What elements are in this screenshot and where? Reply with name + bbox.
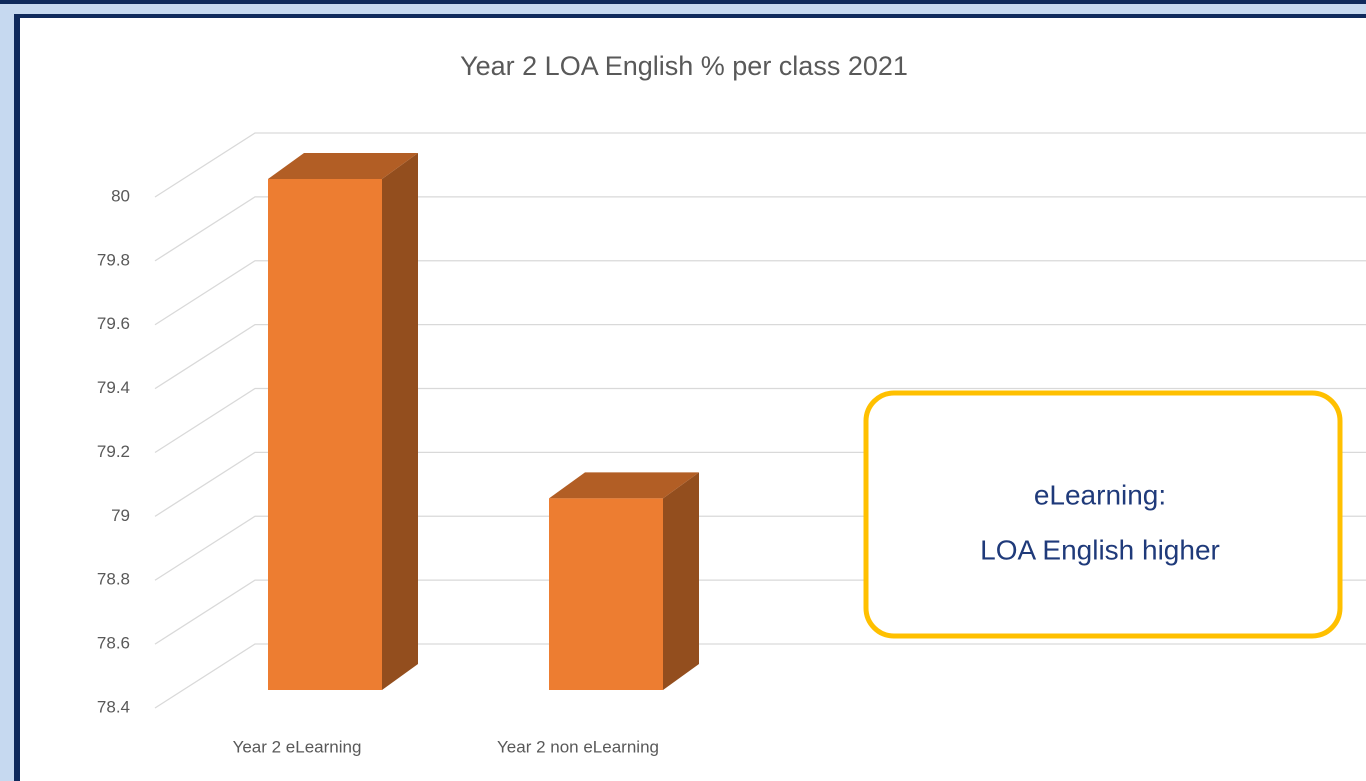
y-tick-label: 79.6 [97,314,130,333]
y-tick-label: 78.8 [97,570,130,589]
y-tick-label: 78.6 [97,634,130,653]
y-tick-label: 80 [111,186,130,205]
grid-line [154,132,1366,198]
bar [268,153,418,690]
y-tick-label: 79.4 [97,378,130,397]
top-border [0,0,1366,4]
grid-line [154,643,1366,709]
bar-top [549,472,699,499]
grid-line [154,260,1366,326]
x-tick-label: Year 2 eLearning [233,737,362,756]
plot: 78.4 78.6 78.8 79 79.2 79.4 79.6 79.8 80 Year 2 e… [97,132,1366,756]
annotation-line: eLearning: [1034,479,1166,510]
chart-title: Year 2 LOA English % per class 2021 [460,51,908,81]
grid-line [154,323,1366,390]
x-tick-label: Year 2 non eLearning [497,737,659,756]
bar-front [268,179,382,690]
y-tick-label: 79.8 [97,250,130,269]
annotation-box [863,390,1343,639]
grid-line [154,387,1366,454]
bar-side [382,153,418,690]
bar-side [663,472,699,690]
y-tick-label: 79.2 [97,442,130,461]
y-tick-label: 79 [111,506,130,525]
bar-top [268,153,418,179]
grid-line [154,196,1366,262]
y-tick-label: 78.4 [97,697,130,716]
bar [549,472,699,690]
bar-front [549,498,663,690]
annotation-line: LOA English higher [980,534,1220,565]
